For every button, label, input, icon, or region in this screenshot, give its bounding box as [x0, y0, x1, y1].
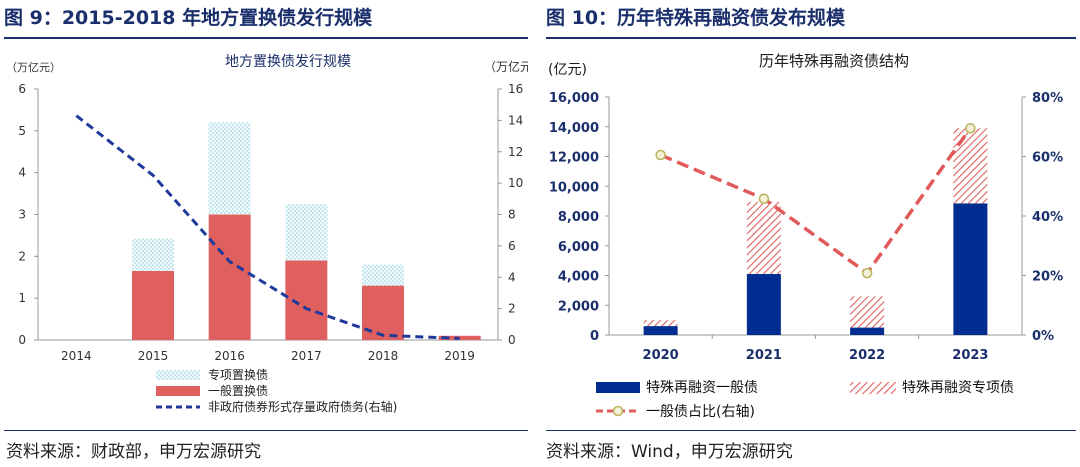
chart-title: 地方置换债发行规模 [225, 53, 351, 70]
x-tick-label: 2015 [138, 349, 169, 363]
bar-general [362, 285, 404, 340]
legend-swatch-general [156, 386, 200, 396]
legend-label-line: 一般债占比(右轴) [646, 404, 755, 420]
bar-general [285, 260, 328, 340]
left-tick-label: 8,000 [558, 210, 599, 225]
left-tick-label: 2,000 [558, 299, 599, 314]
left-axis-unit: （万亿元） [6, 61, 61, 74]
right-axis-unit: （万亿元） [484, 59, 528, 74]
line-general-share [659, 127, 972, 276]
left-title-rule [4, 37, 528, 39]
left-tick-label: 5 [18, 124, 26, 138]
bar-special [362, 264, 404, 286]
legend-label-line: 非政府债券形式存量政府债务(右轴) [208, 399, 397, 414]
x-tick-label: 2016 [214, 349, 245, 363]
x-tick-label: 2021 [746, 348, 782, 363]
left-tick-label: 0 [18, 333, 26, 347]
left-source: 资料来源：财政部，申万宏源研究 [6, 442, 261, 462]
left-figure-title: 图 9：2015-2018 年地方置换债发行规模 [4, 7, 373, 29]
bar-general [208, 214, 251, 340]
marker-general-share [965, 122, 976, 134]
left-tick-label: 4 [18, 166, 26, 180]
legend-label-general: 特殊再融资一般债 [646, 380, 758, 396]
bar-special-debt [643, 320, 678, 327]
x-tick-label: 2022 [849, 348, 885, 363]
left-tick-label: 0 [590, 329, 599, 344]
left-tick-label: 3 [18, 208, 26, 222]
right-title-rule [546, 37, 1076, 39]
right-tick-label: 8 [508, 208, 516, 222]
legend-label-general: 一般置换债 [208, 383, 268, 398]
bar-special [285, 204, 328, 261]
right-tick-label: 14 [508, 113, 523, 127]
left-tick-label: 10,000 [549, 180, 599, 195]
marker-general-share [758, 193, 770, 204]
right-tick-label: 10 [508, 176, 523, 190]
left-tick-label: 12,000 [549, 151, 599, 166]
legend-swatch-special [850, 382, 896, 394]
left-tick-label: 16,000 [549, 91, 599, 106]
right-tick-label: 4 [508, 270, 516, 284]
right-source: 资料来源：Wind，申万宏源研究 [546, 442, 793, 462]
x-tick-label: 2019 [444, 349, 475, 363]
legend-swatch-marker [612, 405, 624, 417]
bar-general-debt [746, 274, 781, 335]
x-tick-label: 2023 [952, 348, 988, 363]
x-tick-label: 2020 [643, 348, 679, 363]
bar-special-debt [953, 128, 988, 204]
left-tick-label: 4,000 [558, 270, 599, 285]
left-tick-label: 6,000 [558, 240, 599, 255]
right-tick-label: 16 [508, 82, 523, 96]
left-tick-label: 1 [18, 291, 26, 305]
right-tick-label: 40% [1032, 210, 1063, 225]
legend-label-special: 专项置换债 [208, 367, 268, 382]
bar-general-debt [850, 327, 885, 335]
x-tick-label: 2018 [368, 349, 399, 363]
right-source-rule [546, 430, 1076, 431]
left-chart: 地方置换债发行规模（万亿元）（万亿元）012345602468101214162… [6, 53, 528, 414]
bar-special [208, 122, 251, 215]
legend-swatch-general [596, 382, 640, 393]
marker-general-share [655, 149, 666, 161]
bar-special-debt [850, 296, 885, 328]
left-axis-unit: (亿元) [548, 62, 587, 78]
left-tick-label: 14,000 [549, 121, 599, 136]
right-tick-label: 60% [1032, 151, 1063, 166]
legend-label-special: 特殊再融资专项债 [902, 380, 1014, 396]
right-figure-title: 图 10：历年特殊再融资债发布规模 [546, 7, 846, 29]
left-tick-label: 6 [18, 82, 26, 96]
bar-general [132, 270, 174, 340]
right-tick-label: 0% [1032, 329, 1054, 344]
right-chart: 历年特殊再融资债结构 (亿元) 0 2,000 4,000 6,000 8,000 10,00… [548, 52, 1063, 420]
bar-special-debt [746, 201, 781, 275]
left-tick-label: 2 [18, 249, 26, 263]
right-tick-label: 12 [508, 145, 523, 159]
line-nongov-debt [75, 114, 460, 340]
bar-general-debt [953, 203, 988, 335]
x-tick-label: 2017 [291, 349, 322, 363]
legend-swatch-special [156, 370, 200, 380]
bar-special [132, 238, 174, 271]
bar-general-debt [643, 326, 678, 335]
x-tick-label: 2014 [61, 349, 92, 363]
right-tick-label: 80% [1032, 91, 1063, 106]
right-tick-label: 6 [508, 239, 516, 253]
right-tick-label: 20% [1032, 270, 1063, 285]
chart-title: 历年特殊再融资债结构 [759, 52, 909, 70]
right-tick-label: 2 [508, 302, 516, 316]
left-source-rule [4, 430, 528, 431]
right-tick-label: 0 [508, 333, 516, 347]
marker-general-share [861, 267, 873, 279]
